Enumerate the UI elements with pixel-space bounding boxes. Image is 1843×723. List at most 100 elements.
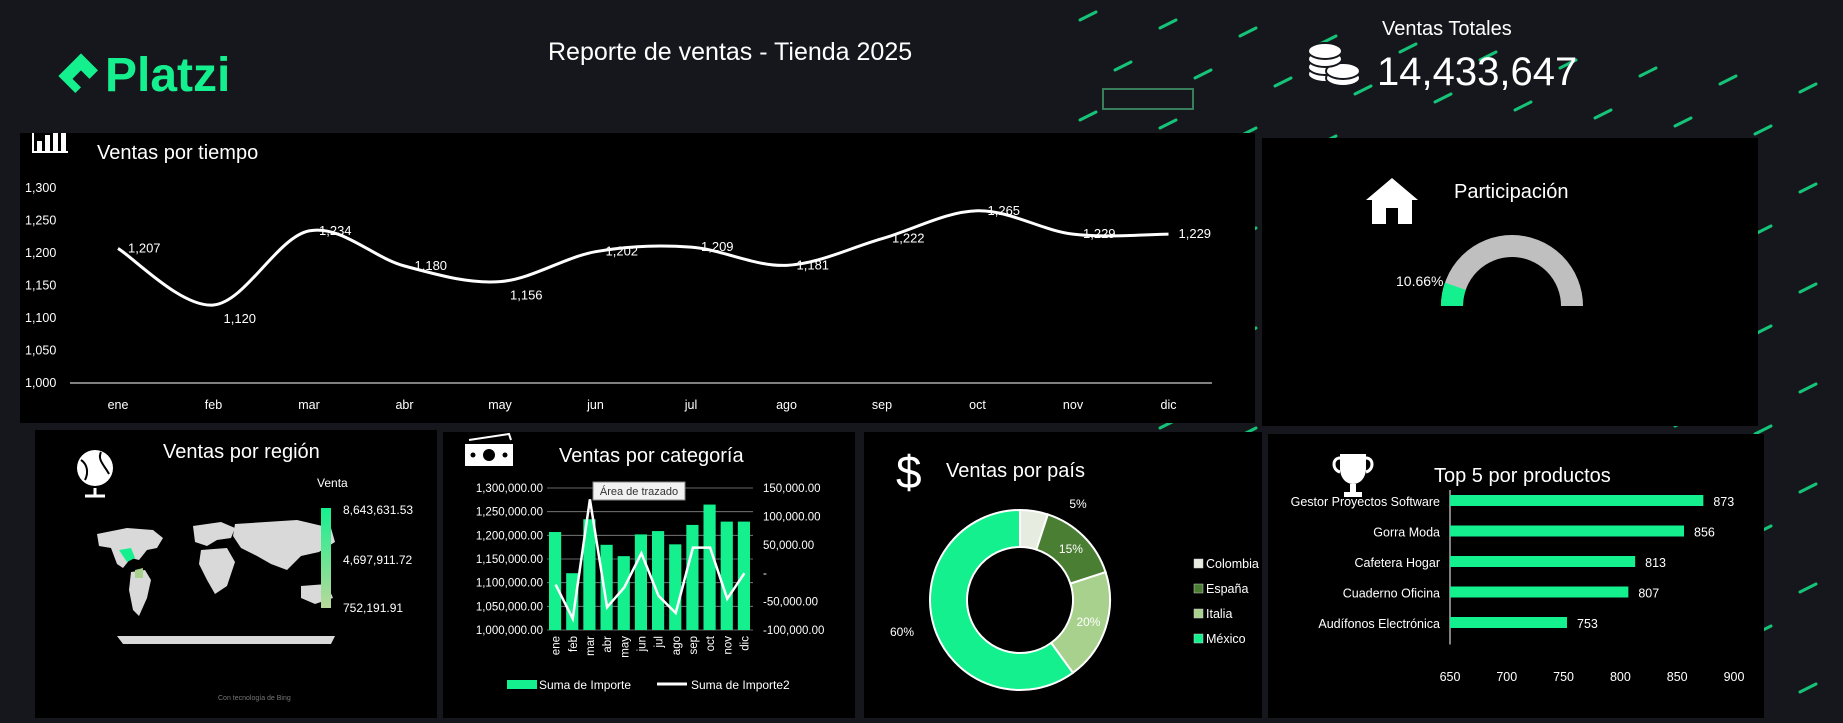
region-map: Ventas por región Venta 8,643,631.53 4,6… bbox=[77, 441, 413, 702]
product-value: 856 bbox=[1694, 526, 1715, 540]
brand-logo: Platzi bbox=[55, 48, 265, 109]
background-dash bbox=[1113, 60, 1133, 72]
country-donut-chart: $ Ventas por país 5% 15% 20% 60% Colombia Esp… bbox=[890, 446, 1259, 691]
y2-tick-label: -100,000.00 bbox=[763, 625, 824, 637]
x-tick-label: sep bbox=[872, 398, 892, 412]
background-dash bbox=[1718, 74, 1738, 86]
region-legend-mid: 4,697,911.72 bbox=[343, 553, 413, 567]
brand-name: Platzi bbox=[105, 49, 230, 102]
selected-cell[interactable] bbox=[1102, 88, 1194, 110]
x-tick-label: nov bbox=[1063, 398, 1084, 412]
donut-data-label: 20% bbox=[1076, 615, 1100, 629]
y-tick-label: 1,300,000.00 bbox=[476, 483, 543, 495]
y-tick-label: 1,150 bbox=[25, 279, 56, 293]
category-line-series bbox=[554, 499, 746, 623]
top-products-bar-chart: Top 5 por productos Gestor Proyectos Sof… bbox=[1291, 454, 1745, 684]
data-label: 1,180 bbox=[415, 258, 448, 273]
data-label: 1,222 bbox=[892, 231, 925, 246]
x-tick-label: abr bbox=[602, 636, 614, 653]
share-panel-title: Participación bbox=[1454, 181, 1569, 203]
region-panel: Ventas por región Venta 8,643,631.53 4,6… bbox=[35, 430, 437, 718]
category-bar bbox=[583, 519, 596, 630]
world-map-shape bbox=[97, 520, 335, 644]
data-label: 1,207 bbox=[128, 240, 161, 255]
product-label: Cuaderno Oficina bbox=[1343, 587, 1440, 601]
legend-label: Colombia bbox=[1206, 557, 1259, 571]
category-bar bbox=[617, 556, 630, 630]
platzi-logo-icon: Platzi bbox=[58, 49, 230, 102]
time-line-chart: Ventas por tiempo 1,000 1,050 1,100 1,150 1,… bbox=[25, 123, 1212, 412]
donut-slice bbox=[929, 508, 1075, 691]
x-tick-label: nov bbox=[722, 636, 734, 655]
background-dash bbox=[1798, 82, 1818, 94]
x-tick-label: 900 bbox=[1724, 670, 1745, 684]
gauge-fill bbox=[1441, 282, 1466, 307]
share-percent-label: 10.66% bbox=[1396, 273, 1443, 289]
top-products-panel: Top 5 por productos Gestor Proyectos Sof… bbox=[1268, 434, 1764, 718]
share-panel: Participación 10.66% bbox=[1262, 138, 1758, 426]
product-label: Gestor Proyectos Software bbox=[1291, 495, 1440, 509]
background-dash bbox=[1798, 182, 1818, 194]
background-dash bbox=[1238, 26, 1258, 38]
product-value: 807 bbox=[1638, 587, 1659, 601]
top-products-title: Top 5 por productos bbox=[1434, 465, 1611, 487]
y-tick-label: 1,050,000.00 bbox=[476, 601, 543, 613]
x-tick-label: ene bbox=[108, 398, 129, 412]
y2-tick-label: 150,000.00 bbox=[763, 483, 821, 495]
time-panel: Ventas por tiempo 1,000 1,050 1,100 1,150 1,… bbox=[20, 123, 1255, 423]
x-tick-label: jul bbox=[654, 636, 666, 649]
x-tick-label: dic bbox=[1161, 398, 1177, 412]
legend-swatch bbox=[1193, 608, 1204, 619]
legend-label: Italia bbox=[1206, 607, 1232, 621]
legend-bar-swatch bbox=[507, 680, 537, 689]
product-label: Gorra Moda bbox=[1373, 526, 1440, 540]
product-label: Audífonos Electrónica bbox=[1318, 617, 1440, 631]
product-value: 873 bbox=[1713, 495, 1734, 509]
background-dash bbox=[1398, 42, 1418, 54]
background-dash bbox=[1478, 50, 1498, 62]
x-tick-label: feb bbox=[205, 398, 222, 412]
category-bar bbox=[600, 544, 613, 630]
product-bar bbox=[1450, 495, 1704, 506]
y-tick-label: 1,000,000.00 bbox=[476, 625, 543, 637]
background-dash bbox=[1353, 84, 1373, 96]
data-label: 1,120 bbox=[224, 311, 257, 326]
data-label: 1,156 bbox=[510, 288, 543, 303]
category-bar bbox=[634, 534, 647, 630]
region-panel-title: Ventas por región bbox=[163, 441, 320, 463]
bar-chart-icon bbox=[32, 123, 68, 153]
y2-tick-label: 100,000.00 bbox=[763, 511, 821, 523]
category-bar bbox=[703, 504, 716, 630]
y-tick-label: 1,100,000.00 bbox=[476, 578, 543, 590]
background-dash bbox=[1753, 124, 1773, 136]
y-tick-label: 1,250 bbox=[25, 214, 56, 228]
category-bar bbox=[549, 532, 562, 630]
x-tick-label: 800 bbox=[1610, 670, 1631, 684]
y-tick-label: 1,150,000.00 bbox=[476, 554, 543, 566]
data-label: 1,229 bbox=[1083, 226, 1116, 241]
y-tick-label: 1,200,000.00 bbox=[476, 530, 543, 542]
x-tick-label: jul bbox=[684, 398, 698, 412]
bing-credit: Con tecnología de Bing bbox=[218, 695, 291, 702]
background-dash bbox=[1673, 116, 1693, 128]
product-bar bbox=[1450, 525, 1685, 537]
x-tick-label: 650 bbox=[1440, 670, 1461, 684]
y-tick-label: 1,250,000.00 bbox=[476, 507, 543, 519]
data-label: 1,181 bbox=[797, 257, 830, 272]
background-dash bbox=[1078, 10, 1098, 22]
y2-tick-label: -50,000.00 bbox=[763, 597, 818, 609]
x-tick-label: 750 bbox=[1553, 670, 1574, 684]
x-tick-label: may bbox=[619, 636, 631, 658]
data-label: 1,202 bbox=[606, 244, 639, 259]
background-dash bbox=[1593, 108, 1613, 120]
tooltip-text: Área de trazado bbox=[600, 485, 678, 498]
y-tick-label: 1,000 bbox=[25, 376, 56, 390]
kpi-label: Ventas Totales bbox=[1382, 18, 1512, 40]
background-dash bbox=[1078, 110, 1098, 122]
background-dash bbox=[1798, 582, 1818, 594]
category-panel-title: Ventas por categoría bbox=[559, 445, 744, 467]
category-combo-chart: Ventas por categoría 1,000,000.00 1,050,0… bbox=[465, 432, 824, 692]
y2-tick-label: - bbox=[763, 568, 767, 580]
background-dash bbox=[1158, 18, 1178, 30]
report-title: Reporte de ventas - Tienda 2025 bbox=[548, 38, 913, 66]
